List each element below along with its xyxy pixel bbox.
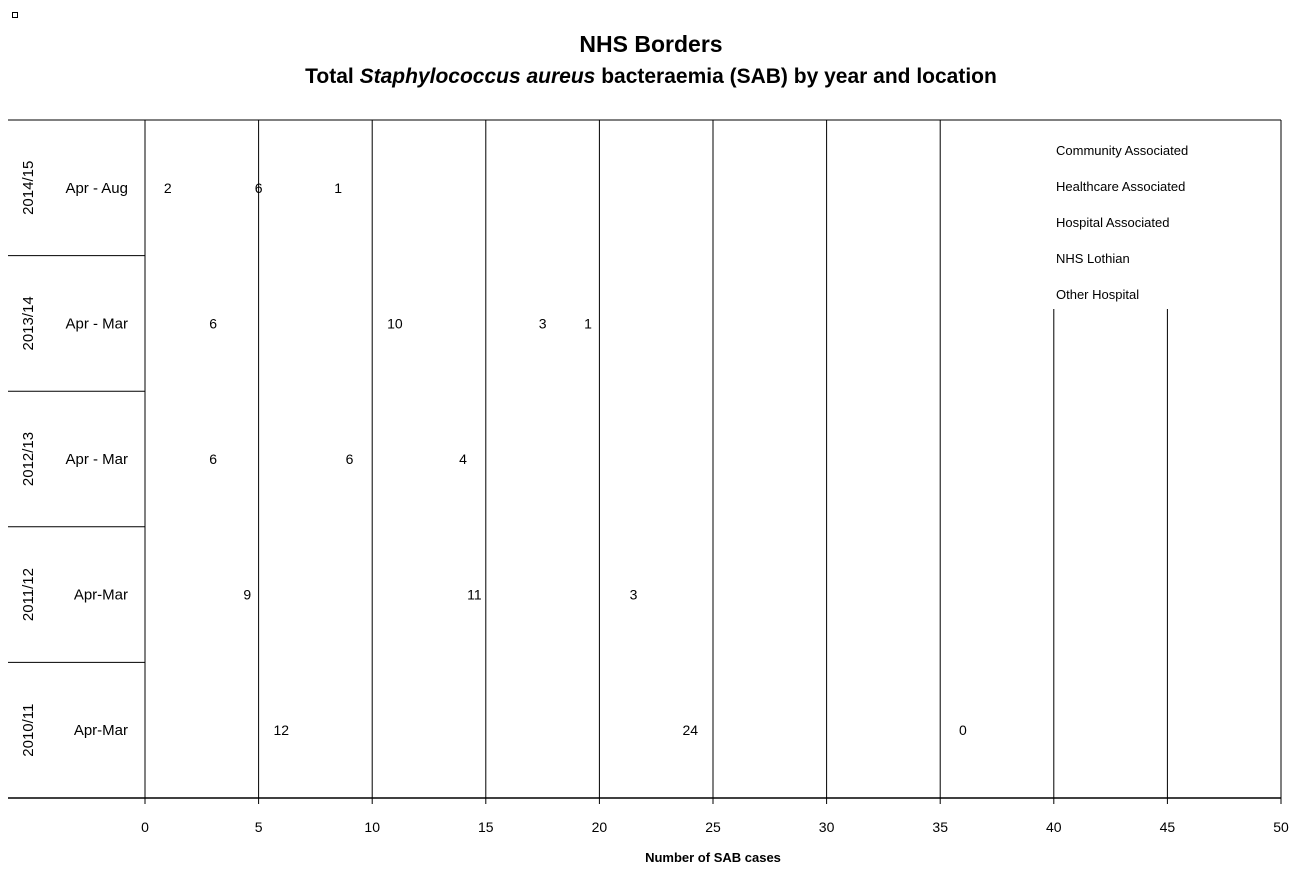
x-tick-label: 50 [1273,819,1289,835]
legend-entry: Community Associated [1056,143,1188,158]
x-tick-label: 45 [1160,819,1176,835]
data-label: 6 [255,180,263,196]
x-tick-label: 5 [255,819,263,835]
data-label: 2 [164,180,172,196]
category-year-label: 2012/13 [20,432,37,486]
data-label: 4 [459,451,467,467]
x-tick-label: 35 [932,819,948,835]
data-label: 6 [209,451,217,467]
category-year-label: 2014/15 [20,161,37,215]
category-year-label: 2011/12 [20,568,37,621]
x-tick-label: 0 [141,819,149,835]
chart-subtitle: Total Staphylococcus aureus bacteraemia … [305,65,997,88]
x-tick-label: 40 [1046,819,1062,835]
x-tick-label: 20 [592,819,608,835]
subtitle-part: bacteraemia (SAB) by year and location [595,65,996,88]
x-axis-label: Number of SAB cases [645,850,781,865]
data-label: 3 [539,315,547,331]
data-label: 6 [346,451,354,467]
category-period-label: Apr - Mar [65,451,128,468]
subtitle-part: Total [305,65,359,88]
category-period-label: Apr - Mar [65,315,128,332]
subtitle-part: Staphylococcus aureus [360,65,596,88]
data-label: 0 [959,722,967,738]
category-period-label: Apr - Aug [65,180,128,197]
x-tick-label: 15 [478,819,494,835]
data-label: 12 [274,722,290,738]
legend-entry: NHS Lothian [1056,251,1130,266]
data-label: 6 [209,315,217,331]
data-label: 10 [387,315,403,331]
category-period-label: Apr-Mar [74,722,128,739]
category-year-label: 2010/11 [20,704,37,757]
x-tick-label: 30 [819,819,835,835]
corner-marker [12,12,18,18]
category-period-label: Apr-Mar [74,587,128,604]
data-label: 1 [584,315,592,331]
legend-entry: Healthcare Associated [1056,179,1185,194]
legend-entry: Other Hospital [1056,287,1139,302]
data-label: 9 [243,587,251,603]
legend-entry: Hospital Associated [1056,215,1169,230]
category-year-label: 2013/14 [20,296,37,350]
data-label: 24 [682,722,698,738]
data-label: 3 [630,587,638,603]
data-label: 11 [467,587,482,603]
chart-title: NHS Borders [579,31,722,57]
x-tick-label: 10 [364,819,380,835]
x-tick-label: 25 [705,819,721,835]
data-label: 1 [334,180,342,196]
